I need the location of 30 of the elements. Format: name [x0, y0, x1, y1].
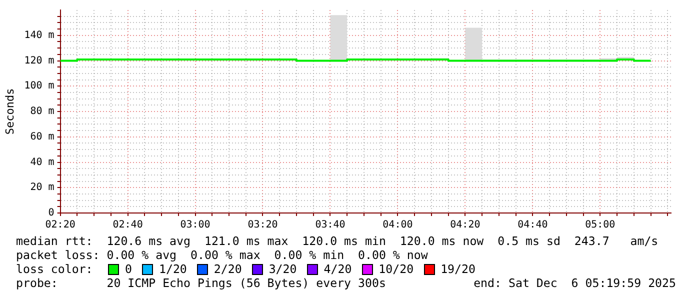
y-tick-label: 140 m — [24, 30, 54, 41]
y-tick-label: 100 m — [24, 80, 54, 92]
legend-label: 2/20 — [214, 262, 242, 276]
x-tick-label: 03:00 — [180, 220, 210, 231]
legend-label: 0 — [125, 262, 132, 276]
x-tick-label: 02:20 — [45, 220, 76, 231]
y-tick-label: 0 — [48, 208, 54, 219]
y-axis-title: Seconds — [3, 88, 16, 135]
y-tick-label: 20 m — [30, 182, 54, 194]
x-tick-label: 04:40 — [518, 220, 548, 231]
x-tick-label: 03:20 — [248, 220, 278, 231]
text: end: Sat Dec 6 05:19:59 2025 — [474, 276, 676, 290]
legend-label: 10/20 — [378, 262, 414, 276]
legend-label: 4/20 — [324, 262, 352, 276]
y-tick-label: 120 m — [24, 55, 54, 66]
x-tick-label: 03:40 — [315, 220, 346, 231]
text: median rtt: 120.6 ms avg 121.0 ms max 120.0 ms min 120.0 ms now 0.5 ms sd 243.7 am/s — [16, 234, 660, 248]
legend-label: 1/20 — [158, 262, 187, 276]
y-tick-label: 40 m — [30, 156, 54, 168]
x-tick-label: 02:40 — [112, 220, 143, 231]
legend-title: loss color: — [16, 262, 94, 276]
text: packet loss: 0.00 % avg 0.00 % max 0.00 % min 0.00 % now — [16, 248, 429, 262]
text: probe: 20 ICMP Echo Pings (56 Bytes) every 300s — [16, 276, 386, 290]
x-tick-label: 05:00 — [585, 220, 616, 231]
x-tick-label: 04:00 — [382, 220, 413, 231]
y-tick-label: 60 m — [30, 131, 54, 142]
legend-label: 19/20 — [440, 262, 476, 276]
y-tick-label: 80 m — [30, 106, 54, 118]
x-tick-label: 04:20 — [450, 220, 480, 231]
legend-label: 3/20 — [268, 262, 297, 276]
